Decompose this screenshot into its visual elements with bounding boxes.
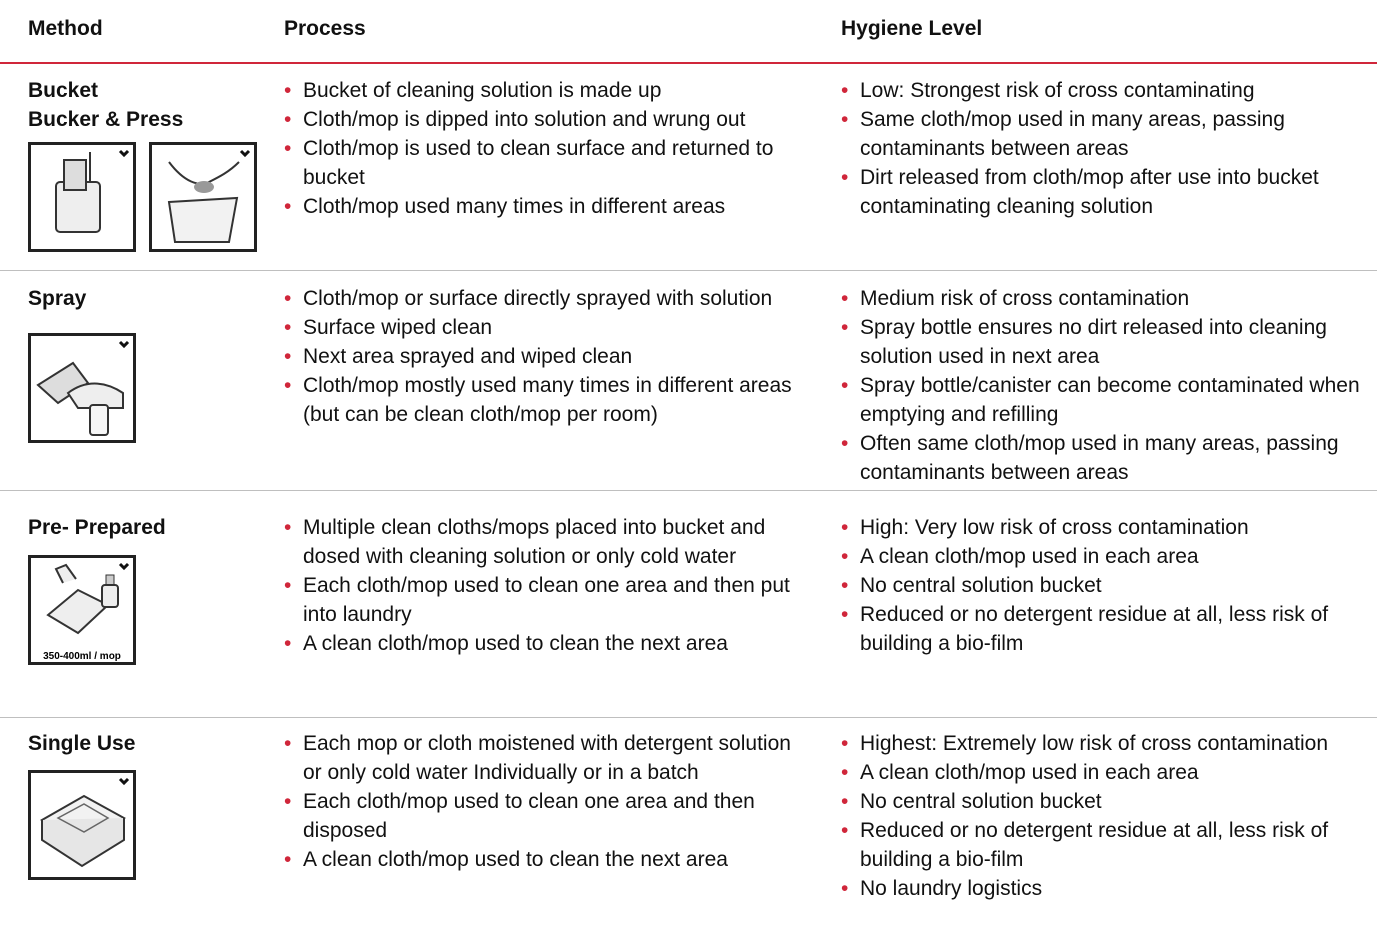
hygiene-item: Spray bottle/canister can become contami…: [841, 371, 1371, 429]
hygiene-item: A clean cloth/mop used in each area: [841, 758, 1371, 787]
method-line: Single Use: [28, 732, 136, 755]
process-item: Multiple clean cloths/mops placed into b…: [284, 513, 804, 571]
method-name: Bucket Bucker & Press: [28, 76, 183, 134]
process-item: Cloth/mop or surface directly sprayed wi…: [284, 284, 804, 313]
column-header: Process: [284, 17, 366, 40]
column-header: Method: [28, 17, 103, 40]
method-icon: [28, 333, 136, 448]
row-separator: [0, 717, 1377, 718]
process-list: Bucket of cleaning solution is made upCl…: [284, 76, 804, 221]
process-item: Each cloth/mop used to clean one area an…: [284, 787, 804, 845]
method-icon: [28, 770, 136, 885]
icon-label: 350-400ml / mop: [43, 651, 121, 662]
process-item: A clean cloth/mop used to clean the next…: [284, 629, 804, 658]
header-rule: [0, 62, 1377, 64]
row-separator: [0, 270, 1377, 271]
hygiene-list: High: Very low risk of cross contaminati…: [841, 513, 1371, 658]
hygiene-item: Low: Strongest risk of cross contaminati…: [841, 76, 1371, 105]
hygiene-item: Same cloth/mop used in many areas, passi…: [841, 105, 1371, 163]
method-icon: 350-400ml / mop: [28, 555, 136, 670]
hygiene-item: Medium risk of cross contamination: [841, 284, 1371, 313]
hygiene-item: Reduced or no detergent residue at all, …: [841, 600, 1371, 658]
method-line: Spray: [28, 287, 87, 310]
hygiene-list: Medium risk of cross contaminationSpray …: [841, 284, 1371, 487]
hygiene-item: Highest: Extremely low risk of cross con…: [841, 729, 1371, 758]
method-name: Pre- Prepared: [28, 513, 166, 542]
column-header: Hygiene Level: [841, 17, 983, 40]
method-icon: [28, 142, 136, 257]
process-list: Each mop or cloth moistened with deterge…: [284, 729, 804, 874]
hygiene-item: Reduced or no detergent residue at all, …: [841, 816, 1371, 874]
process-item: Next area sprayed and wiped clean: [284, 342, 804, 371]
hygiene-item: No laundry logistics: [841, 874, 1371, 903]
hygiene-item: No central solution bucket: [841, 571, 1371, 600]
process-list: Multiple clean cloths/mops placed into b…: [284, 513, 804, 658]
hygiene-item: High: Very low risk of cross contaminati…: [841, 513, 1371, 542]
hygiene-list: Low: Strongest risk of cross contaminati…: [841, 76, 1371, 221]
hygiene-item: Dirt released from cloth/mop after use i…: [841, 163, 1371, 221]
hygiene-item: Often same cloth/mop used in many areas,…: [841, 429, 1371, 487]
method-line: Pre- Prepared: [28, 516, 166, 539]
hygiene-item: A clean cloth/mop used in each area: [841, 542, 1371, 571]
process-list: Cloth/mop or surface directly sprayed wi…: [284, 284, 804, 429]
process-item: Each mop or cloth moistened with deterge…: [284, 729, 804, 787]
process-item: Surface wiped clean: [284, 313, 804, 342]
hygiene-item: Spray bottle ensures no dirt released in…: [841, 313, 1371, 371]
row-separator: [0, 490, 1377, 491]
method-line: Bucket: [28, 79, 99, 102]
process-item: A clean cloth/mop used to clean the next…: [284, 845, 804, 874]
method-name: Single Use: [28, 729, 135, 758]
hygiene-list: Highest: Extremely low risk of cross con…: [841, 729, 1371, 903]
method-icon: [149, 142, 257, 257]
method-name: Spray: [28, 284, 86, 313]
process-item: Cloth/mop is used to clean surface and r…: [284, 134, 804, 192]
method-line: Bucker & Press: [28, 108, 184, 131]
process-item: Cloth/mop mostly used many times in diff…: [284, 371, 804, 429]
process-item: Cloth/mop used many times in different a…: [284, 192, 804, 221]
process-item: Cloth/mop is dipped into solution and wr…: [284, 105, 804, 134]
hygiene-item: No central solution bucket: [841, 787, 1371, 816]
process-item: Bucket of cleaning solution is made up: [284, 76, 804, 105]
process-item: Each cloth/mop used to clean one area an…: [284, 571, 804, 629]
